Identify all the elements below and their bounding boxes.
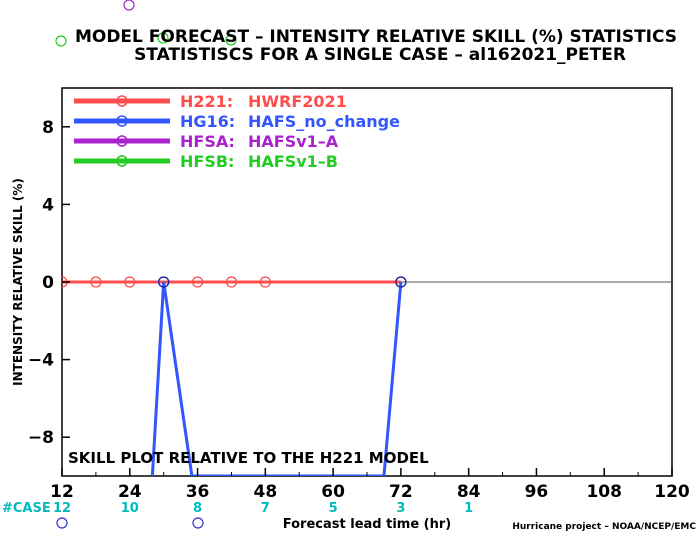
legend-label: H221: [180,92,233,111]
y-tick-label: −8 [28,428,54,448]
case-count: 5 [329,501,338,516]
legend-item-hg16: HG16: HAFS_no_change [74,112,400,131]
legend-name: HWRF2021 [248,92,347,111]
x-tick-label: 96 [525,482,549,502]
x-tick-label: 108 [586,482,622,502]
legend-name: HAFS_no_change [248,112,400,131]
data-point-marker [90,276,102,288]
legend-label: HFSA: [180,132,235,151]
legend-label: HG16: [180,112,235,131]
chart-subtitle: STATISTISCS FOR A SINGLE CASE – al162021… [134,45,626,65]
x-tick-label: 60 [321,482,345,502]
x-tick-label: 48 [253,482,277,502]
case-label: #CASE [2,501,51,516]
data-point-marker [259,276,271,288]
stray-marker-circle [56,517,68,529]
data-point-marker [191,276,204,288]
y-tick-label: −4 [28,351,54,371]
case-count: 3 [396,501,405,516]
legend-item-h221: H221: HWRF2021 [74,92,347,111]
x-tick-label: 84 [457,482,481,502]
legend-name: HAFSv1–B [248,152,338,171]
stray-marker-circle [192,517,204,529]
legend-marker [116,155,128,167]
chart-title: MODEL FORECAST – INTENSITY RELATIVE SKIL… [75,27,677,47]
y-tick-label: 8 [42,118,54,138]
x-axis-label: Forecast lead time (hr) [283,517,451,532]
series-line-hg16 [150,281,403,476]
x-tick-label: 120 [654,482,690,502]
title-decor-circle [55,35,67,47]
y-tick-label: 4 [42,195,54,215]
x-tick-label: 12 [50,482,74,502]
x-tick-label: 36 [186,482,210,502]
data-point-marker [158,276,170,288]
series-hg16 [150,276,407,476]
legend-label: HFSB: [180,152,234,171]
data-point-marker [124,276,136,288]
y-tick-label: 0 [42,273,54,293]
data-point-marker [395,276,407,288]
title-decor-circle [157,32,169,44]
y-axis-label: INTENSITY RELATIVE SKILL (%) [11,178,25,386]
case-count: 7 [261,501,270,516]
case-count: 10 [121,501,139,516]
title-decor-circle [225,34,237,46]
legend-marker [116,135,128,147]
legend-marker [116,115,128,127]
legend-name: HAFSv1–A [248,132,339,151]
x-tick-label: 24 [118,482,142,502]
case-count: 12 [53,501,71,516]
skill-annotation: SKILL PLOT RELATIVE TO THE H221 MODEL [68,449,429,467]
legend-item-hfsb: HFSB: HAFSv1–B [74,152,338,171]
legend-item-hfsa: HFSA: HAFSv1–A [74,132,339,151]
legend-marker [116,95,128,107]
footer-credit: Hurricane project – NOAA/NCEP/EMC [512,522,696,532]
case-count: 1 [464,501,473,516]
x-tick-label: 72 [389,482,413,502]
series-h221 [62,276,401,288]
title-decor-circle [123,0,135,11]
case-count: 8 [193,501,202,516]
data-point-marker [225,276,238,288]
